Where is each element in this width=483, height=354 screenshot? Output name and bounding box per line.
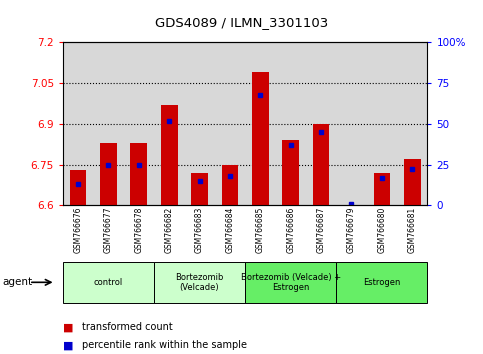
Bar xyxy=(313,124,329,205)
Bar xyxy=(185,42,215,205)
Bar xyxy=(373,173,390,205)
Bar xyxy=(154,42,185,205)
Bar xyxy=(252,72,269,205)
Text: control: control xyxy=(94,278,123,287)
Bar xyxy=(161,105,178,205)
Bar xyxy=(191,173,208,205)
Text: Bortezomib
(Velcade): Bortezomib (Velcade) xyxy=(175,273,224,292)
Bar xyxy=(283,140,299,205)
Bar xyxy=(245,262,336,303)
Text: ■: ■ xyxy=(63,340,73,350)
Bar xyxy=(404,159,421,205)
Text: agent: agent xyxy=(2,277,32,287)
Bar xyxy=(130,143,147,205)
Text: GDS4089 / ILMN_3301103: GDS4089 / ILMN_3301103 xyxy=(155,16,328,29)
Bar xyxy=(367,42,397,205)
Bar xyxy=(397,42,427,205)
Bar xyxy=(93,42,124,205)
Bar xyxy=(100,143,117,205)
Bar xyxy=(336,262,427,303)
Text: percentile rank within the sample: percentile rank within the sample xyxy=(82,340,247,350)
Bar xyxy=(222,165,238,205)
Bar xyxy=(215,42,245,205)
Text: Estrogen: Estrogen xyxy=(363,278,400,287)
Text: Bortezomib (Velcade) +
Estrogen: Bortezomib (Velcade) + Estrogen xyxy=(241,273,341,292)
Text: ■: ■ xyxy=(63,322,73,332)
Bar xyxy=(124,42,154,205)
Bar xyxy=(63,42,93,205)
Bar xyxy=(70,170,86,205)
Bar xyxy=(336,42,367,205)
Bar xyxy=(275,42,306,205)
Bar xyxy=(306,42,336,205)
Bar xyxy=(63,262,154,303)
Bar xyxy=(154,262,245,303)
Bar xyxy=(245,42,275,205)
Text: transformed count: transformed count xyxy=(82,322,173,332)
